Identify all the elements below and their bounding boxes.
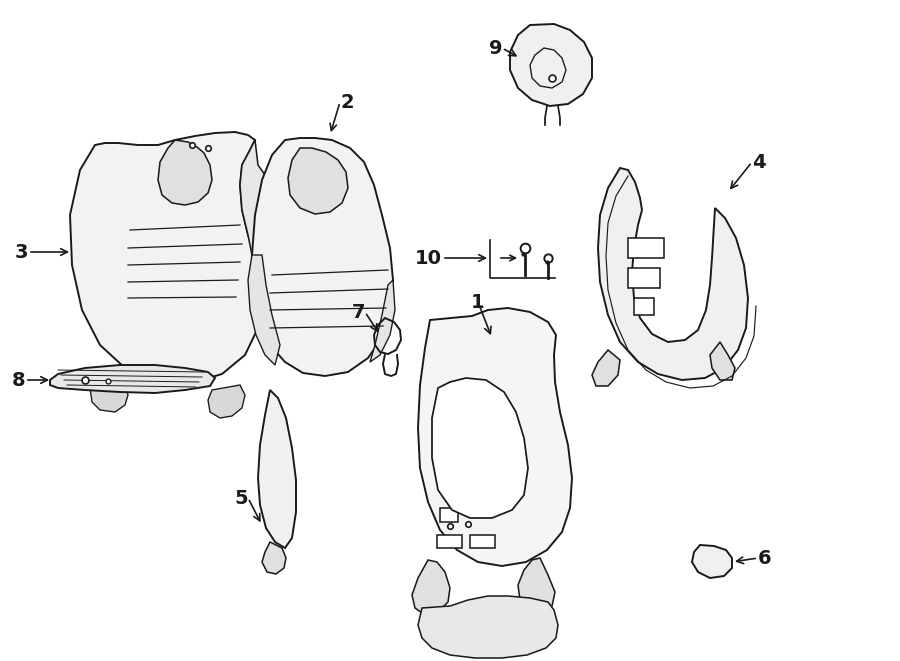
Polygon shape (510, 24, 592, 106)
Polygon shape (240, 140, 272, 295)
Text: 8: 8 (12, 371, 25, 389)
Polygon shape (628, 238, 664, 258)
Text: 7: 7 (352, 303, 365, 321)
Text: 2: 2 (340, 93, 354, 112)
Text: 1: 1 (472, 293, 485, 311)
Polygon shape (158, 140, 212, 205)
Polygon shape (70, 132, 262, 383)
Polygon shape (208, 385, 245, 418)
Polygon shape (628, 268, 660, 288)
Polygon shape (440, 508, 458, 522)
Polygon shape (90, 375, 128, 412)
Polygon shape (518, 558, 555, 613)
Polygon shape (258, 390, 296, 548)
Polygon shape (470, 535, 495, 548)
Text: 5: 5 (234, 488, 248, 508)
Text: 9: 9 (489, 38, 502, 58)
Polygon shape (50, 365, 215, 393)
Polygon shape (692, 545, 732, 578)
Polygon shape (288, 148, 348, 214)
Polygon shape (437, 535, 462, 548)
Polygon shape (432, 378, 528, 518)
Polygon shape (262, 542, 286, 574)
Polygon shape (248, 255, 280, 365)
Text: 4: 4 (752, 153, 766, 171)
Text: 3: 3 (14, 243, 28, 262)
Polygon shape (598, 168, 748, 380)
Text: 6: 6 (758, 549, 771, 568)
Polygon shape (252, 138, 393, 376)
Polygon shape (592, 350, 620, 386)
Polygon shape (634, 298, 654, 315)
Polygon shape (710, 342, 735, 380)
Polygon shape (418, 308, 572, 566)
Polygon shape (418, 596, 558, 658)
Text: 10: 10 (415, 249, 442, 268)
Polygon shape (370, 280, 395, 362)
Polygon shape (412, 560, 450, 615)
